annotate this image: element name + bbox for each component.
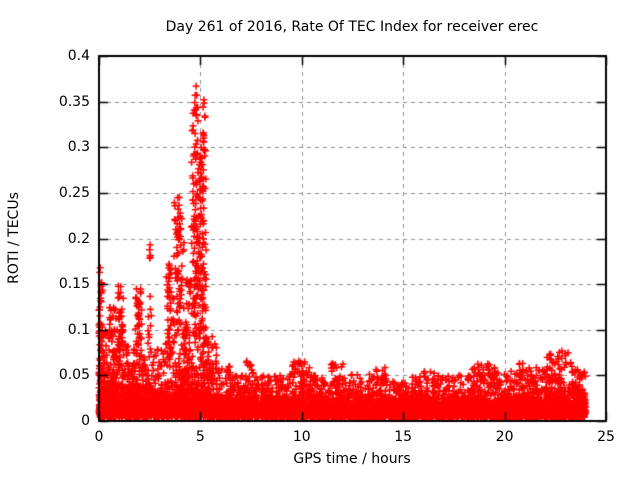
y-tick-label: 0.3	[67, 139, 90, 156]
x-tick-label: 15	[394, 429, 413, 445]
x-tick-label: 5	[195, 429, 205, 445]
y-tick-label: 0.2	[67, 230, 90, 247]
y-tick-label: 0.15	[58, 276, 90, 293]
x-tick-label: 0	[94, 429, 104, 445]
x-tick-label: 25	[597, 429, 615, 445]
x-tick-label: 20	[495, 429, 514, 445]
y-tick-label: 0.4	[67, 48, 90, 64]
y-tick-label: 0.1	[67, 321, 90, 338]
x-tick-label: 10	[292, 429, 311, 445]
chart-title: Day 261 of 2016, Rate Of TEC Index for r…	[165, 19, 539, 35]
y-tick-label: 0.25	[58, 184, 90, 201]
x-axis-label: GPS time / hours	[293, 451, 411, 467]
y-tick-label: 0	[81, 413, 90, 429]
y-tick-label: 0.35	[58, 93, 90, 110]
y-tick-label: 0.05	[58, 367, 90, 384]
